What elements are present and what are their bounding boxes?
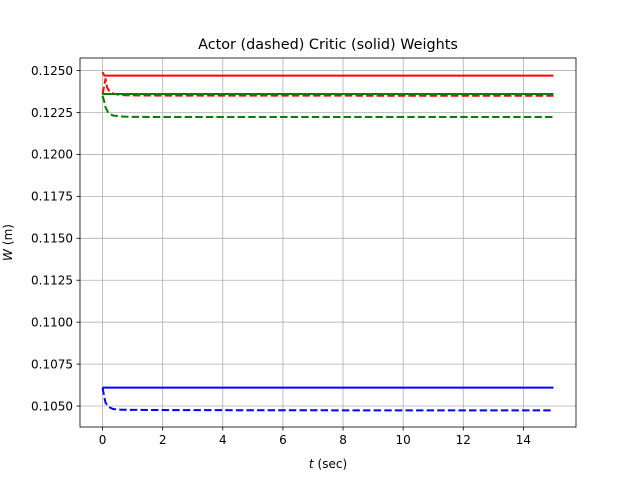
x-axis-label: t (sec) <box>309 457 347 471</box>
x-tick-label: 8 <box>339 433 347 447</box>
x-tick-label: 14 <box>516 433 531 447</box>
chart-title: Actor (dashed) Critic (solid) Weights <box>198 37 458 53</box>
series-group <box>101 71 554 412</box>
series-line-4-dashed <box>101 95 554 119</box>
y-tick-label: 0.1225 <box>31 106 73 120</box>
y-tick-label: 0.1125 <box>31 274 73 288</box>
series-line-1-solid <box>101 71 554 77</box>
x-tick-label: 10 <box>396 433 411 447</box>
y-tick-label: 0.1250 <box>31 64 73 78</box>
y-axis-label: W (m) <box>1 224 15 261</box>
y-axis-var: W <box>1 248 15 261</box>
series-line-2-dashed <box>101 77 554 97</box>
y-tick-label: 0.1175 <box>31 190 73 204</box>
y-tick-label: 0.1200 <box>31 148 73 162</box>
grid <box>80 58 576 427</box>
x-axis-var: t <box>309 457 315 471</box>
plot-frame <box>79 57 577 428</box>
y-tick-label: 0.1150 <box>31 232 73 246</box>
y-tick-label: 0.1050 <box>31 399 73 413</box>
x-axis: 0 2 4 6 8 10 12 14 <box>99 427 531 447</box>
series-line-6-dashed <box>101 387 554 412</box>
y-tick-label: 0.1075 <box>31 357 73 371</box>
plot-area <box>80 58 576 427</box>
y-axis: 0.1050 0.1075 0.1100 0.1125 0.1150 0.1175 0.12… <box>31 64 80 413</box>
x-tick-label: 6 <box>279 433 287 447</box>
x-tick-label: 2 <box>159 433 167 447</box>
x-tick-label: 4 <box>219 433 227 447</box>
x-axis-unit: (sec) <box>318 457 348 471</box>
y-tick-label: 0.1100 <box>31 315 73 329</box>
x-tick-label: 0 <box>99 433 107 447</box>
x-tick-label: 12 <box>456 433 471 447</box>
y-axis-unit: (m) <box>1 224 15 245</box>
